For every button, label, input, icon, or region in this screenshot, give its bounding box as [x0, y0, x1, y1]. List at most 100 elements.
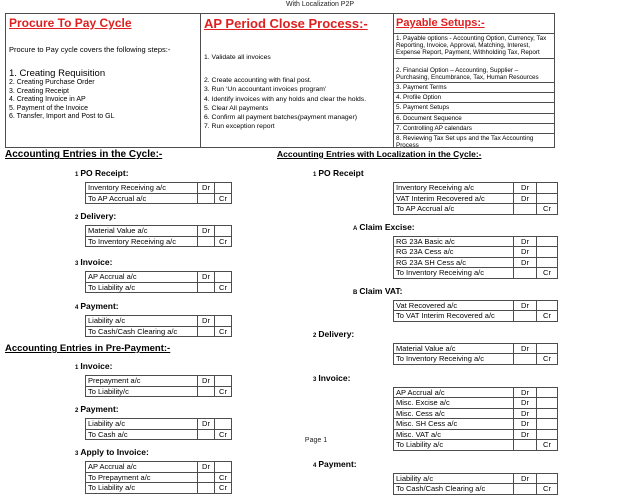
entry-subheading: 3 Apply to Invoice:: [75, 442, 267, 460]
credit-cell: [536, 472, 558, 484]
accounting-table: AP Accrual a/c Dr To Liability a/c Cr: [85, 271, 232, 293]
debit-cell: Dr: [513, 407, 537, 419]
account-row: Material Value a/c Dr: [85, 225, 232, 237]
procure-step: 1. Creating Requisition: [9, 68, 106, 79]
account-row: To AP Accrual a/c Cr: [85, 192, 232, 204]
setup-item: 1. Payable options - Accounting Option, …: [394, 34, 554, 59]
entry-label: Invoice:: [80, 361, 113, 371]
procure-intro: Procure to Pay cycle covers the followin…: [9, 45, 171, 54]
account-name-cell: Material Value a/c: [393, 342, 514, 354]
entry-subheading: 2 Delivery:: [75, 206, 267, 224]
entry-subheading: A Claim Excise:: [353, 217, 567, 235]
account-name-cell: To Cash/Cash Clearing a/c: [393, 483, 514, 495]
entry-subheading: 2 Delivery:: [313, 324, 567, 342]
document-page: { "page": { "header": "With Localization…: [5, 1, 558, 495]
account-row: To Inventory Receiving a/c Cr: [393, 267, 558, 279]
entry-subheading: 4 Payment:: [313, 454, 567, 472]
credit-cell: Cr: [536, 267, 558, 279]
entry-group: B Claim VAT: Vat Recovered a/c Dr To VAT In…: [277, 281, 567, 322]
account-row: To Cash/Cash Clearing a/c Cr: [393, 483, 558, 495]
credit-cell: [214, 375, 232, 387]
entry-label: Invoice:: [318, 372, 351, 383]
credit-cell: [536, 418, 558, 430]
entry-label: Payment:: [80, 404, 119, 414]
ap-close-step: 4. Identify invoices with any holds and …: [204, 95, 367, 103]
debit-cell: Dr: [513, 192, 537, 204]
accounting-table: Liability a/c Dr To Cash/Cash Clearing a/c…: [393, 472, 558, 495]
setup-item: 7. Controlling AP calendars: [394, 124, 554, 135]
section-heading-prepayment: Accounting Entries in Pre-Payment:-: [5, 343, 171, 354]
credit-cell: [214, 182, 232, 194]
accounting-table: Material Value a/c Dr To Inventory Receivi…: [393, 342, 558, 365]
debit-cell: [197, 281, 215, 293]
debit-cell: Dr: [197, 271, 215, 283]
account-row: Liability a/c Dr: [85, 315, 232, 327]
account-name-cell: Misc. Cess a/c: [393, 407, 514, 419]
credit-cell: Cr: [214, 428, 232, 440]
entry-subheading: 1 PO Receipt: [313, 163, 567, 181]
account-row: To Liability a/c Cr: [85, 482, 232, 494]
account-name-cell: Prepayment a/c: [85, 375, 198, 387]
setup-item: 4. Profile Option: [394, 93, 554, 104]
entry-label: Delivery:: [318, 328, 355, 339]
entry-number: 2: [75, 408, 79, 414]
entry-number: B: [353, 289, 358, 296]
ap-close-step: 7. Run exception report: [204, 123, 275, 131]
account-row: To Cash/Cash Clearing a/c Cr: [85, 325, 232, 337]
account-row: To Cash a/c Cr: [85, 428, 232, 440]
debit-cell: Dr: [197, 375, 215, 387]
debit-cell: Dr: [197, 225, 215, 237]
account-name-cell: To AP Accrual a/c: [85, 192, 198, 204]
debit-cell: Dr: [513, 182, 537, 194]
ap-close-column: AP Period Close Process:- 1. Validate al…: [201, 14, 394, 147]
account-row: RG 23A Basic a/c Dr: [393, 235, 558, 247]
account-row: To Inventory Receiving a/c Cr: [85, 235, 232, 247]
section-heading-localization: Accounting Entries with Localization in …: [277, 149, 482, 159]
account-row: Prepayment a/c Dr: [85, 375, 232, 387]
localization-entries-section: 1 PO Receipt Inventory Receiving a/c Dr VAT…: [277, 161, 567, 495]
account-row: RG 23A SH Cess a/c Dr: [393, 256, 558, 268]
credit-cell: [536, 192, 558, 204]
setup-item: 3. Payment Terms: [394, 83, 554, 94]
ap-close-step: 5. Clear All payments: [204, 104, 269, 112]
debit-cell: Dr: [513, 235, 537, 247]
credit-cell: [536, 407, 558, 419]
entry-group: A Claim Excise: RG 23A Basic a/c Dr RG 23A …: [277, 217, 567, 279]
debit-cell: [197, 471, 215, 483]
account-name-cell: Material Value a/c: [85, 225, 198, 237]
account-name-cell: To AP Accrual a/c: [393, 203, 514, 215]
credit-cell: [214, 271, 232, 283]
payable-setups-title: Payable Setups:-: [394, 14, 554, 34]
ap-close-step: 3. Run ‘Un accountant invoices program’: [204, 86, 327, 94]
accounting-table: Prepayment a/c Dr To Liability/c Cr: [85, 375, 232, 397]
credit-cell: Cr: [536, 203, 558, 215]
entry-label: Payment:: [318, 458, 357, 469]
entry-group: 2 Delivery: Material Value a/c Dr To Invent…: [5, 206, 267, 247]
entry-group: 1 PO Receipt: Inventory Receiving a/c Dr To…: [5, 163, 267, 204]
debit-cell: Dr: [513, 418, 537, 430]
procure-step: 4. Creating Invoice in AP: [9, 96, 86, 104]
accounting-table: Vat Recovered a/c Dr To VAT Interim Recove…: [393, 299, 558, 322]
account-row: Inventory Receiving a/c Dr: [393, 182, 558, 194]
credit-cell: [214, 315, 232, 327]
account-name-cell: Liability a/c: [85, 315, 198, 327]
entry-label: PO Receipt: [318, 168, 364, 178]
entry-number: 1: [75, 365, 79, 371]
ap-close-step: 6. Confirm all payment batches(payment m…: [204, 114, 357, 122]
account-row: To Liability a/c Cr: [393, 439, 558, 451]
entry-label: Invoice:: [80, 257, 113, 267]
account-name-cell: To Inventory Receiving a/c: [393, 267, 514, 279]
credit-cell: [536, 299, 558, 311]
account-name-cell: To Liability a/c: [85, 482, 198, 494]
credit-cell: [214, 418, 232, 430]
entry-label: PO Receipt:: [80, 168, 129, 178]
entry-subheading: 3 Invoice:: [75, 252, 267, 270]
entry-number: 1: [313, 172, 317, 178]
credit-cell: Cr: [536, 353, 558, 365]
account-row: To Liability/c Cr: [85, 385, 232, 397]
credit-cell: [536, 246, 558, 258]
entry-group: 2 Payment: Liability a/c Dr To Cash a/c Cr: [5, 399, 267, 440]
entry-number: 2: [313, 332, 317, 339]
credit-cell: Cr: [536, 310, 558, 322]
procure-step: 2. Creating Purchase Order: [9, 79, 95, 86]
